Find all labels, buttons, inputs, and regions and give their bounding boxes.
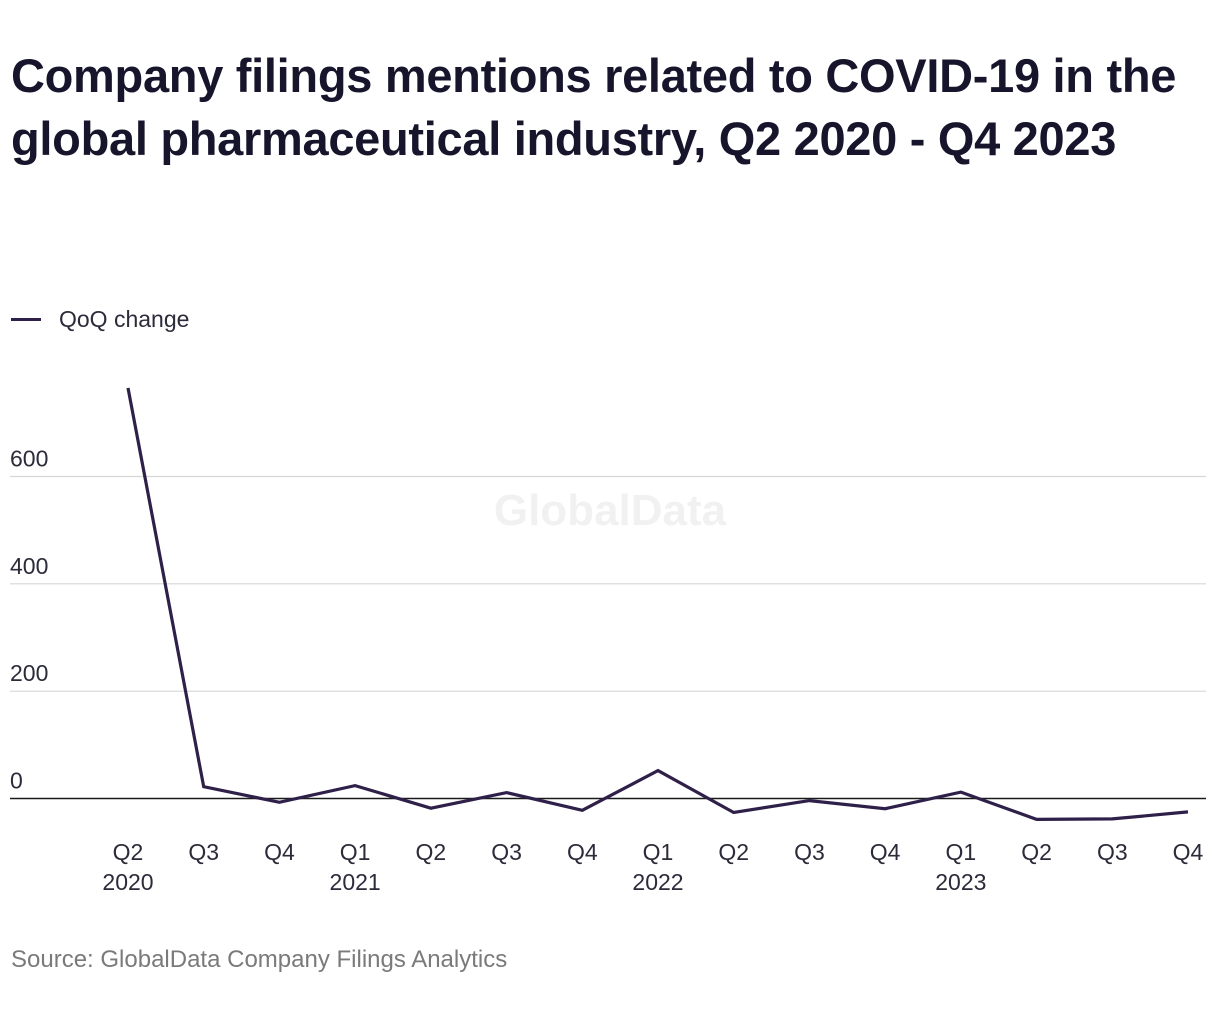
x-tick-label: Q2: [1021, 839, 1052, 865]
y-tick-label: 400: [10, 553, 48, 579]
x-tick-label: Q1: [643, 839, 674, 865]
x-tick-label: Q3: [491, 839, 522, 865]
y-tick-label: 200: [10, 660, 48, 686]
x-tick-label: Q2: [416, 839, 447, 865]
chart-title: Company filings mentions related to COVI…: [11, 49, 1177, 165]
legend-swatch: [11, 318, 41, 321]
legend: QoQ change: [11, 306, 189, 333]
x-tick-label: Q4: [264, 839, 295, 865]
legend-label: QoQ change: [59, 306, 190, 332]
x-tick-year-label: 2020: [102, 869, 153, 895]
x-tick-label: Q3: [188, 839, 219, 865]
watermark: GlobalData: [494, 486, 727, 535]
x-tick-label: Q4: [1173, 839, 1204, 865]
y-tick-label: 0: [10, 768, 23, 794]
x-tick-label: Q4: [567, 839, 598, 865]
x-tick-label: Q2: [113, 839, 144, 865]
x-axis-ticks: Q2 2020 Q3 Q4 Q1 2021 Q2 Q3 Q4 Q1 2022 Q2 Q3 Q4 Q1 2023…: [102, 839, 1203, 895]
x-tick-year-label: 2023: [935, 869, 986, 895]
series-lines: [126, 387, 1189, 822]
x-tick-label: Q2: [718, 839, 749, 865]
x-tick-label: Q1: [340, 839, 371, 865]
y-axis-ticks: 0 200 400 600: [10, 446, 48, 794]
x-tick-label: Q1: [946, 839, 977, 865]
x-tick-label: Q4: [870, 839, 901, 865]
x-tick-label: Q3: [1097, 839, 1128, 865]
source-note: Source: GlobalData Company Filings Analy…: [11, 946, 508, 973]
x-tick-year-label: 2021: [330, 869, 381, 895]
x-tick-label: Q3: [794, 839, 825, 865]
x-tick-year-label: 2022: [632, 869, 683, 895]
y-tick-label: 600: [10, 446, 48, 472]
series-line: [126, 387, 1189, 822]
